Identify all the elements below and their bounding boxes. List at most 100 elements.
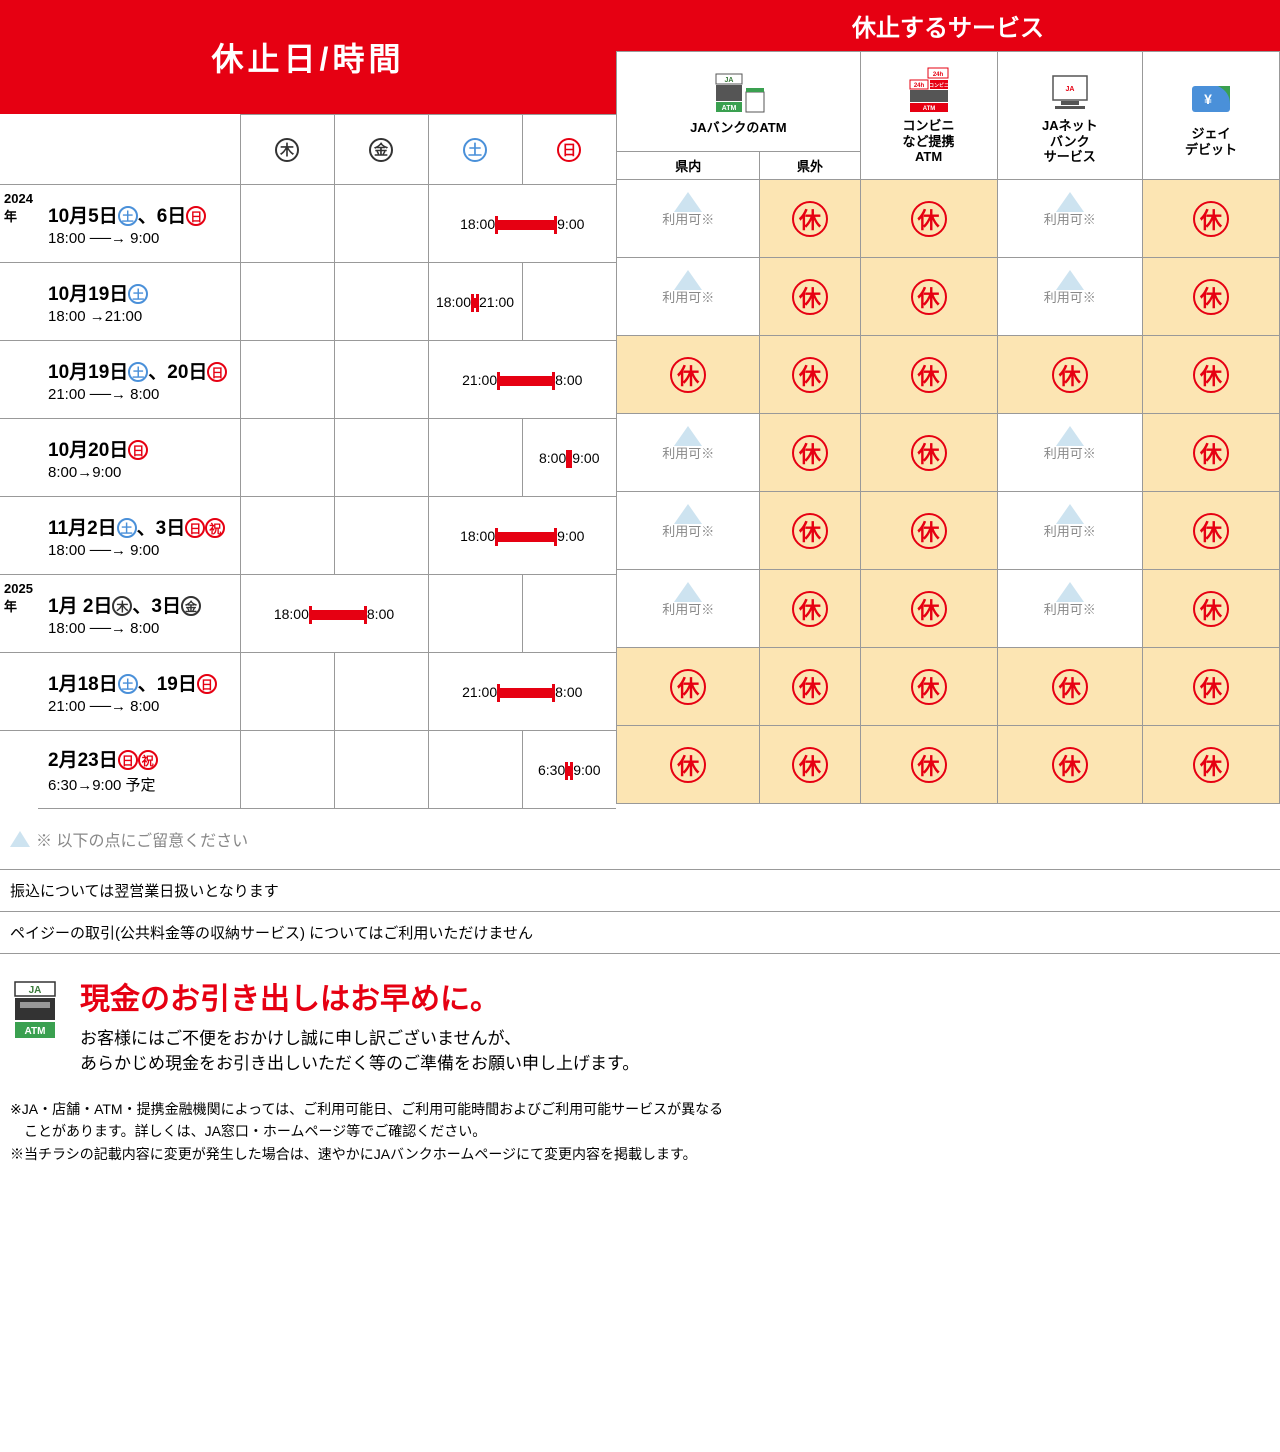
status-closed: 休 <box>1143 336 1280 414</box>
day-header-fri: 金 <box>369 138 393 162</box>
callout-text1: お客様にはご不便をおかけし誠に申し訳ございませんが、 <box>80 1024 639 1049</box>
svg-text:ATM: ATM <box>922 106 935 112</box>
service-subheader: 県内 <box>617 152 760 180</box>
status-available: 利用可※ <box>997 414 1143 492</box>
schedule-row: 2025年1月 2日木、3日金18:00 ──→ 8:00 18:008:00 <box>0 575 616 653</box>
status-closed: 休 <box>760 336 860 414</box>
service-row: 休休休休休 <box>617 726 1280 804</box>
service-header: JAJAネット バンク サービス <box>997 52 1143 180</box>
status-available: 利用可※ <box>617 258 760 336</box>
day-header-sat: 土 <box>463 138 487 162</box>
status-closed: 休 <box>860 492 997 570</box>
status-closed: 休 <box>760 492 860 570</box>
svg-text:24h: 24h <box>932 72 943 78</box>
schedule-row: 10月19日土、20日日21:00 ──→ 8:00 21:008:00 <box>0 341 616 419</box>
notes-header: ※ 以下の点にご留意ください <box>10 821 1270 857</box>
status-closed: 休 <box>860 414 997 492</box>
schedule-row: 10月19日土18:00 →21:00 18:0021:00 <box>0 263 616 341</box>
status-closed: 休 <box>1143 492 1280 570</box>
triangle-icon <box>10 831 30 847</box>
schedule-panel: 休止日/時間 木 金 土 日 2024年10月5日土、6日日18:00 ──→ … <box>0 0 616 809</box>
status-closed: 休 <box>1143 180 1280 258</box>
services-header: 休止するサービス <box>616 0 1280 51</box>
status-available: 利用可※ <box>617 570 760 648</box>
svg-text:JA: JA <box>725 77 734 84</box>
note-line: 振込については翌営業日扱いとなります <box>0 869 1280 912</box>
day-header-thu: 木 <box>275 138 299 162</box>
callout-box: JA ATM 現金のお引き出しはお早めに。 お客様にはご不便をおかけし誠に申し訳… <box>0 954 1280 1094</box>
services-panel: 休止するサービス JAATMJAバンクのATM24h24hコンビニATMコンビニ… <box>616 0 1280 809</box>
service-icon: JA <box>1000 66 1141 114</box>
status-closed: 休 <box>997 336 1143 414</box>
status-available: 利用可※ <box>997 258 1143 336</box>
services-table: JAATMJAバンクのATM24h24hコンビニATMコンビニ など提携 ATM… <box>616 51 1280 804</box>
status-closed: 休 <box>760 414 860 492</box>
footnotes: ※JA・店舗・ATM・提携金融機関によっては、ご利用可能日、ご利用可能時間および… <box>0 1094 1280 1185</box>
svg-text:ATM: ATM <box>25 1026 46 1037</box>
service-icon: 24h 24h コンビニ ATM <box>863 66 995 114</box>
status-available: 利用可※ <box>997 180 1143 258</box>
status-closed: 休 <box>997 726 1143 804</box>
service-row: 利用可※休休利用可※休 <box>617 414 1280 492</box>
status-closed: 休 <box>1143 648 1280 726</box>
status-available: 利用可※ <box>617 492 760 570</box>
service-row: 休休休休休 <box>617 648 1280 726</box>
svg-text:コンビニ: コンビニ <box>929 82 949 89</box>
status-closed: 休 <box>760 180 860 258</box>
svg-text:¥: ¥ <box>1204 91 1212 107</box>
service-header: JAATMJAバンクのATM <box>617 52 861 152</box>
service-header: ¥ジェイ デビット <box>1143 52 1280 180</box>
svg-text:JA: JA <box>1065 86 1074 93</box>
status-closed: 休 <box>617 336 760 414</box>
status-available: 利用可※ <box>997 570 1143 648</box>
footnote-line: ※当チラシの記載内容に変更が発生した場合は、速やかにJAバンクホームページにて変… <box>10 1143 1270 1165</box>
status-closed: 休 <box>860 258 997 336</box>
service-row: 利用可※休休利用可※休 <box>617 258 1280 336</box>
schedule-table: 木 金 土 日 2024年10月5日土、6日日18:00 ──→ 9:00 18… <box>0 114 616 809</box>
status-closed: 休 <box>760 570 860 648</box>
note-line: ペイジーの取引(公共料金等の収納サービス) についてはご利用いただけません <box>0 912 1280 954</box>
schedule-row: 10月20日日8:00→9:00 8:009:00 <box>0 419 616 497</box>
schedule-row: 11月2日土、3日日祝18:00 ──→ 9:00 18:009:00 <box>0 497 616 575</box>
svg-text:ATM: ATM <box>722 105 737 112</box>
service-header: 24h24hコンビニATMコンビニ など提携 ATM <box>860 52 997 180</box>
callout-title: 現金のお引き出しはお早めに。 <box>80 974 639 1018</box>
svg-text:24h: 24h <box>913 83 924 89</box>
footnote-line: ことがあります。詳しくは、JA窓口・ホームページ等でご確認ください。 <box>10 1120 1270 1142</box>
status-available: 利用可※ <box>997 492 1143 570</box>
status-available: 利用可※ <box>617 414 760 492</box>
callout-text2: あらかじめ現金をお引き出しいただく等のご準備をお願い申し上げます。 <box>80 1049 639 1074</box>
status-available: 利用可※ <box>617 180 760 258</box>
service-icon: JA ATM <box>619 68 858 116</box>
status-closed: 休 <box>1143 570 1280 648</box>
service-icon: ¥ <box>1145 74 1277 122</box>
status-closed: 休 <box>860 180 997 258</box>
main-layout: 休止日/時間 木 金 土 日 2024年10月5日土、6日日18:00 ──→ … <box>0 0 1280 809</box>
schedule-row: 2024年10月5日土、6日日18:00 ──→ 9:00 18:009:00 <box>0 185 616 263</box>
status-closed: 休 <box>617 648 760 726</box>
service-row: 利用可※休休利用可※休 <box>617 570 1280 648</box>
notes-header-text: ※ 以下の点にご留意ください <box>36 827 248 851</box>
footnote-line: ※JA・店舗・ATM・提携金融機関によっては、ご利用可能日、ご利用可能時間および… <box>10 1098 1270 1120</box>
service-subheader: 県外 <box>760 152 860 180</box>
schedule-row: 2月23日日祝6:30→9:00 予定 6:309:00 <box>0 731 616 809</box>
status-closed: 休 <box>860 336 997 414</box>
status-closed: 休 <box>1143 414 1280 492</box>
service-row: 利用可※休休利用可※休 <box>617 492 1280 570</box>
status-closed: 休 <box>617 726 760 804</box>
schedule-header: 休止日/時間 <box>0 0 616 114</box>
status-closed: 休 <box>760 726 860 804</box>
svg-text:JA: JA <box>29 985 42 996</box>
service-row: 休休休休休 <box>617 336 1280 414</box>
notes-section: ※ 以下の点にご留意ください <box>0 809 1280 869</box>
schedule-row: 1月18日土、19日日21:00 ──→ 8:00 21:008:00 <box>0 653 616 731</box>
day-header-sun: 日 <box>557 138 581 162</box>
status-closed: 休 <box>760 648 860 726</box>
status-closed: 休 <box>860 648 997 726</box>
status-closed: 休 <box>1143 726 1280 804</box>
service-row: 利用可※休休利用可※休 <box>617 180 1280 258</box>
status-closed: 休 <box>997 648 1143 726</box>
status-closed: 休 <box>860 570 997 648</box>
status-closed: 休 <box>1143 258 1280 336</box>
atm-icon: JA ATM <box>10 974 60 1044</box>
